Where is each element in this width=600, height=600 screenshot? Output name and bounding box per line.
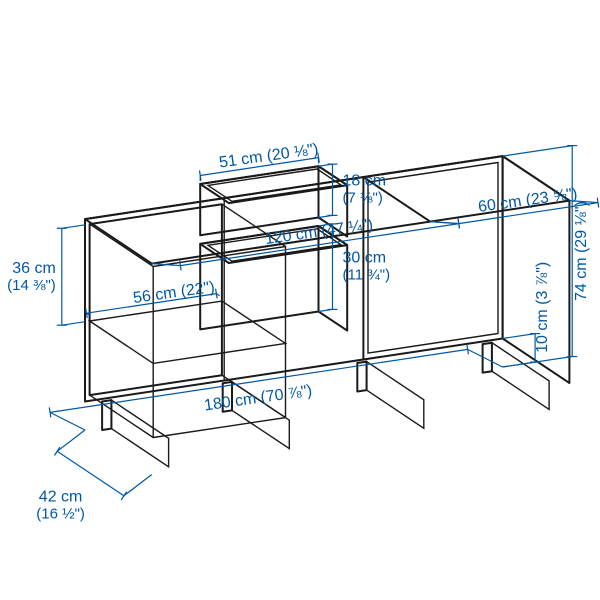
dim-w51: 51 cm (20 ⅛")	[218, 141, 319, 172]
svg-text:(11 ¾"): (11 ¾")	[343, 267, 391, 284]
dim-h30: 30 cm	[343, 250, 387, 267]
dim-h18: 18 cm	[343, 173, 387, 190]
dim-h10: 10 cm (3 ⅞")	[534, 262, 551, 353]
svg-text:(16 ½"): (16 ½")	[36, 506, 85, 523]
dim-d42: 42 cm	[39, 489, 83, 506]
svg-text:(14 ⅜"): (14 ⅜")	[7, 277, 56, 294]
dim-h74: 74 cm (29 ⅛")	[573, 201, 590, 301]
dim-w60: 60 cm (23 ⅝")	[477, 185, 578, 216]
svg-text:(7 ⅛"): (7 ⅛")	[343, 190, 383, 207]
dim-w56: 56 cm (22")	[132, 279, 216, 307]
dim-h36: 36 cm	[12, 260, 56, 277]
